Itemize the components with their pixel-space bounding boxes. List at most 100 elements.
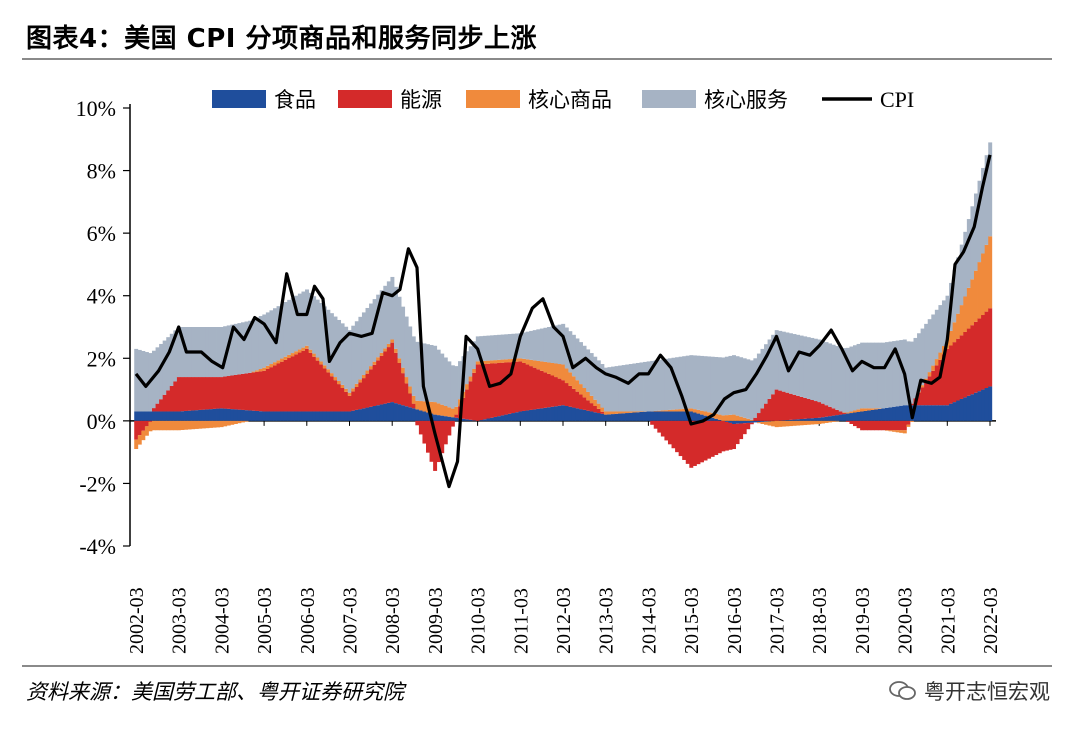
energy-bar [941,354,946,406]
energy-bar [685,420,690,464]
core-goods-bar [682,408,687,412]
core-goods-bar [141,430,146,441]
core-goods-bar [568,372,573,386]
core-goods-bar [660,410,665,412]
x-tick-label: 2020-03 [895,587,917,654]
energy-bar [546,373,551,408]
legend-core-goods-swatch [466,90,520,108]
food-bar [180,411,185,421]
core-services-bar [365,307,370,371]
food-bar [262,411,267,421]
core-goods-bar [717,414,722,420]
core-services-bar [724,356,729,416]
wechat-icon [889,681,916,700]
energy-bar [575,391,580,409]
food-bar [372,406,377,421]
energy-bar [781,391,786,421]
core-goods-bar [514,358,519,362]
core-services-bar [792,334,797,395]
food-bar [660,411,665,421]
energy-bar [486,363,491,419]
core-services-bar [486,335,491,361]
energy-bar [240,373,245,410]
food-bar [290,411,295,421]
food-bar [194,410,199,421]
core-goods-bar [973,270,978,322]
core-goods-bar [386,343,391,348]
food-bar [667,411,672,421]
food-bar [835,415,840,421]
food-bar [639,411,644,421]
energy-bar [312,356,317,412]
core-goods-bar [714,413,719,419]
core-services-bar [593,356,598,400]
energy-bar [810,400,815,419]
energy-bar [753,417,758,421]
energy-bar [778,390,783,421]
energy-bar [144,420,149,427]
energy-bar [226,376,231,409]
core-goods-bar [507,359,512,363]
core-goods-bar [603,411,608,415]
food-bar [187,410,192,421]
energy-bar [813,401,818,418]
food-bar [792,419,797,421]
food-bar [269,411,274,421]
energy-bar [418,420,423,435]
core-goods-bar [333,377,338,381]
core-services-bar [945,295,950,340]
core-services-bar [707,356,712,413]
energy-bar [329,376,334,412]
core-services-bar [557,324,562,365]
food-bar [176,411,181,421]
food-bar [472,420,477,421]
energy-bar [877,420,882,431]
core-goods-bar [152,420,156,431]
energy-bar [956,338,961,401]
energy-bar [358,382,363,410]
energy-bar [155,403,160,412]
core-services-bar [931,314,936,366]
y-tick-label: -4% [79,534,116,559]
food-bar [710,417,715,421]
energy-bar [767,398,772,421]
food-bar [212,408,217,421]
core-services-bar [888,341,893,408]
legend-food-swatch [212,90,266,108]
food-bar [856,411,861,421]
energy-bar [895,420,900,431]
core-services-bar [806,337,811,399]
food-bar [831,415,836,421]
food-bar [920,405,925,421]
energy-bar [454,414,459,418]
core-goods-bar [223,420,228,427]
core-services-bar [258,316,263,369]
core-services-bar [589,353,594,396]
core-services-bar [290,297,295,354]
food-bar [369,406,374,421]
food-bar [315,411,320,421]
core-services-bar [308,292,313,350]
core-goods-bar [230,420,235,425]
core-goods-bar [280,358,285,362]
food-bar [575,408,580,421]
core-goods-bar [828,420,833,423]
food-bar [216,408,221,421]
core-goods-bar [169,420,174,431]
core-goods-bar [564,368,569,384]
core-goods-bar [208,420,213,428]
energy-bar [383,351,388,404]
food-bar [618,413,623,421]
watermark: 粤开志恒宏观 [888,676,1050,706]
core-goods-bar [194,420,199,429]
core-goods-bar [504,359,509,363]
energy-bar [788,393,793,420]
energy-bar [831,408,836,416]
figure-title: 图表4：美国 CPI 分项商品和服务同步上涨 [26,24,538,54]
food-bar [650,411,655,421]
food-bar [514,412,519,421]
core-services-bar [344,326,349,389]
core-services-bar [938,305,943,353]
core-services-bar [692,355,697,410]
food-bar [230,409,235,421]
